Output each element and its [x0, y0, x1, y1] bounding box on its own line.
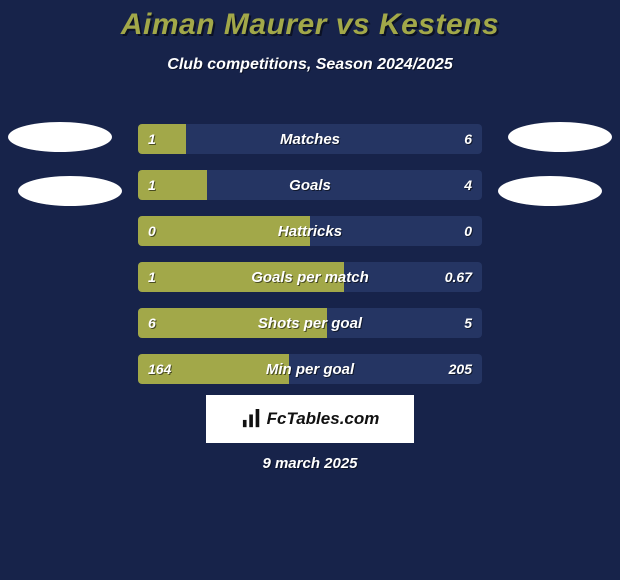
player-left-ellipse-2: [18, 176, 122, 206]
stat-bar-right: [186, 124, 482, 154]
stat-bar-right: [289, 354, 482, 384]
stat-row: Goals per match10.67: [138, 262, 482, 292]
stat-bar-left: [138, 262, 344, 292]
stat-bar-left: [138, 170, 207, 200]
stat-bar-left: [138, 124, 186, 154]
stat-bar-right: [207, 170, 482, 200]
stat-row: Matches16: [138, 124, 482, 154]
stat-bar-left: [138, 308, 327, 338]
comparison-title: Aiman Maurer vs Kestens: [0, 0, 620, 42]
comparison-subtitle: Club competitions, Season 2024/2025: [0, 56, 620, 74]
stat-bars: Matches16 Goals14 Hattricks00 Goals per mat…: [138, 124, 482, 400]
player-right-ellipse-1: [508, 122, 612, 152]
stat-row: Min per goal164205: [138, 354, 482, 384]
brand-text: FcTables.com: [267, 409, 380, 429]
stat-bar-left: [138, 354, 289, 384]
stat-bar-right: [310, 216, 482, 246]
stat-row: Shots per goal65: [138, 308, 482, 338]
brand-chart-icon: [241, 409, 263, 429]
stat-row: Hattricks00: [138, 216, 482, 246]
stat-bar-right: [344, 262, 482, 292]
stat-bar-left: [138, 216, 310, 246]
brand-box: FcTables.com: [206, 395, 414, 443]
player-right-ellipse-2: [498, 176, 602, 206]
player-left-ellipse-1: [8, 122, 112, 152]
stat-bar-right: [327, 308, 482, 338]
stat-row: Goals14: [138, 170, 482, 200]
snapshot-date: 9 march 2025: [0, 455, 620, 472]
